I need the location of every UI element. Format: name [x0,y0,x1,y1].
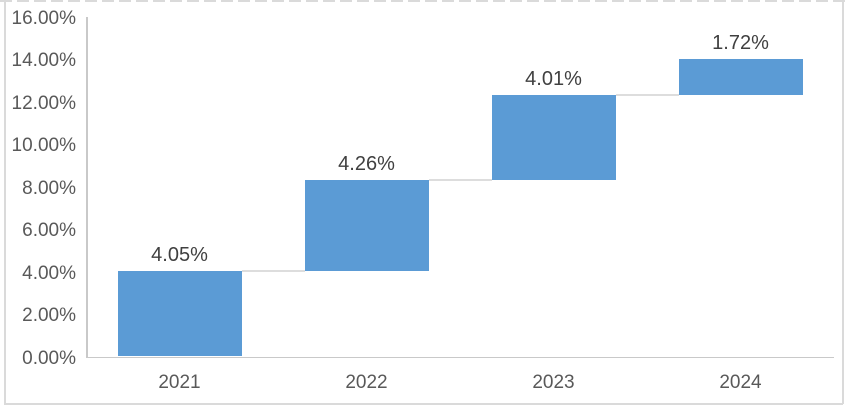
data-label-2022: 4.26% [338,153,395,176]
y-axis-tick-label-12.00%: 12.00% [11,92,76,114]
category-label-2023: 2023 [532,371,575,393]
frame-border-top [0,0,846,2]
category-label-2021: 2021 [158,371,201,393]
y-axis-tick-label-8.00%: 8.00% [22,177,76,199]
data-label-2023: 4.01% [525,68,582,91]
category-label-2024: 2024 [719,371,762,393]
y-axis-tick-label-4.00%: 4.00% [22,262,76,284]
x-axis-line [86,356,834,358]
data-label-2024: 1.72% [712,31,769,54]
connector-line-2023 [428,179,492,182]
category-label-2022: 2022 [345,371,388,393]
frame-border-bottom [4,403,843,405]
bar-2023 [491,95,616,181]
frame-border-right [842,1,844,404]
y-axis-tick-label-0.00%: 0.00% [22,347,76,369]
connector-line-2022 [241,269,305,272]
y-axis-tick-label-16.00%: 16.00% [11,8,76,29]
bar-2022 [304,180,429,271]
y-axis-tick-label-10.00%: 10.00% [11,135,76,157]
data-label-2021: 4.05% [151,243,208,266]
y-axis-tick-label-2.00%: 2.00% [22,305,76,327]
y-axis-line [86,17,88,357]
y-axis-tick-label-6.00%: 6.00% [22,220,76,242]
y-axis-tick-label-14.00%: 14.00% [11,50,76,72]
frame-border-left [4,1,6,404]
bar-2024 [678,58,803,96]
connector-line-2024 [615,94,679,97]
bar-2021 [117,270,242,357]
